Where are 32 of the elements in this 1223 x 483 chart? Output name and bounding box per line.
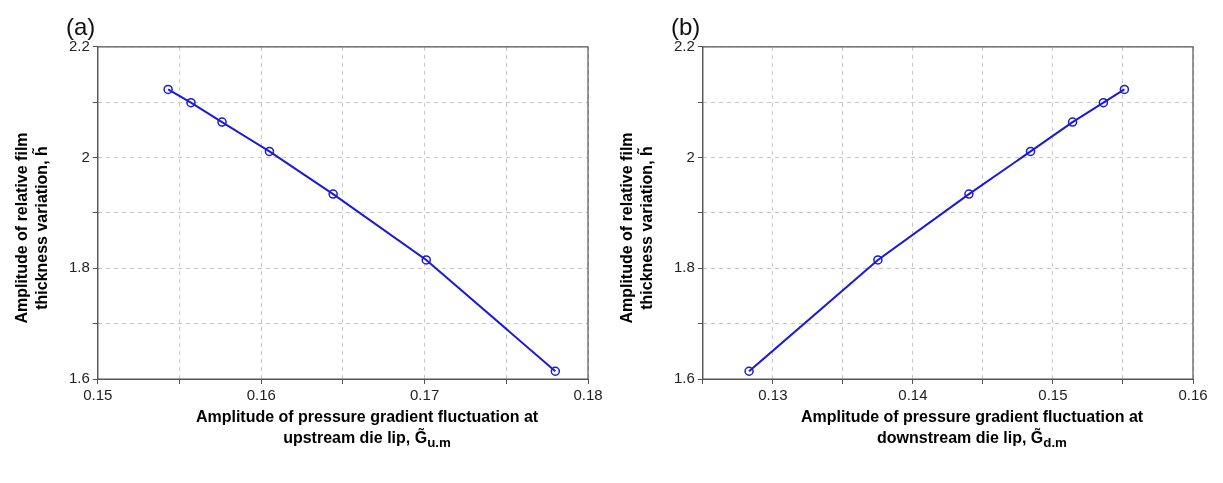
point (1067, 117, 1078, 127)
point (873, 255, 883, 265)
point (744, 366, 754, 376)
x-tick-label: 0.18 (573, 386, 603, 404)
y-axis-title: Amplitude of relative film thickness variation, h̃ (617, 131, 656, 326)
point (550, 366, 561, 376)
point (1098, 97, 1109, 108)
point (328, 189, 338, 199)
y-axis-title: Amplitude of relative film thickness variation, h̃ (12, 131, 51, 326)
y-tick-label: 1.8 (68, 258, 90, 276)
x-tick-label: 0.14 (898, 386, 928, 404)
point (964, 189, 974, 199)
x-tick-label: 0.16 (246, 386, 276, 404)
x-tick-label: 0.15 (83, 386, 113, 404)
y-tick-label: 1.6 (673, 369, 695, 387)
y-tick-label: 2 (81, 147, 90, 165)
x-axis-title: Amplitude of pressure gradient fluctuation at upstream die lip, G̃$_{u.m}$ (194, 407, 540, 453)
point (186, 97, 196, 108)
point (1119, 84, 1130, 95)
point (163, 84, 173, 95)
y-tick-label: 1.6 (68, 369, 90, 387)
x-tick-label: 0.13 (758, 386, 788, 404)
x-tick-label: 0.17 (410, 386, 440, 404)
x-axis-title: Amplitude of pressure gradient fluctuation at downstream die lip, G̃$_{d.m}$ (799, 407, 1145, 453)
point (217, 117, 227, 127)
x-tick-label: 0.15 (1038, 386, 1068, 404)
point (264, 146, 275, 157)
y-tick-label: 2 (686, 147, 695, 165)
point (421, 255, 431, 265)
y-tick-label: 1.8 (673, 258, 695, 276)
point (1025, 146, 1036, 157)
x-tick-label: 0.16 (1178, 386, 1208, 404)
